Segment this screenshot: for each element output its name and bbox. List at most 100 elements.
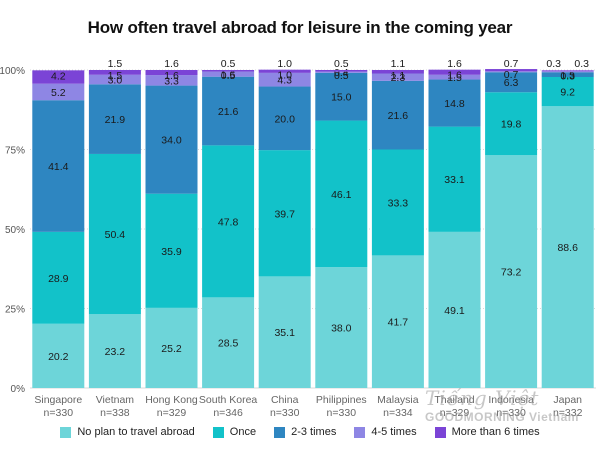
bar-segment	[145, 307, 198, 388]
bar-segment	[258, 86, 311, 151]
legend-swatch	[354, 426, 366, 438]
legend-label: Once	[229, 426, 257, 438]
bar-segment	[258, 150, 311, 277]
data-label: 21.6	[388, 110, 409, 122]
bar-segment	[315, 72, 368, 121]
top-data-label: 0.5	[334, 58, 349, 70]
x-category-label: Philippines	[316, 394, 367, 406]
legend-item: More than 6 times	[434, 426, 540, 438]
bar-segment	[485, 69, 538, 72]
bar-segment	[485, 72, 538, 93]
data-label: 23.2	[105, 346, 126, 358]
data-label: 0.5	[334, 70, 349, 82]
x-sample-size-label: n=346	[213, 407, 243, 419]
bar-segment	[202, 297, 255, 388]
data-label: 4.2	[51, 70, 66, 82]
legend-swatch	[434, 426, 446, 438]
bar-segment	[88, 84, 141, 154]
data-label: 1.5	[108, 70, 123, 82]
bar-segment	[485, 155, 538, 388]
data-label: 33.1	[444, 174, 465, 186]
legend-label: 4-5 times	[371, 426, 417, 438]
bar-segment	[541, 71, 594, 73]
y-tick-label: 25%	[5, 305, 25, 316]
data-label: 9.2	[560, 87, 575, 99]
x-category-label: China	[271, 394, 299, 406]
bar-segment	[315, 70, 368, 72]
chart-legend: No plan to travel abroad Once 2-3 times 4-5…	[0, 426, 600, 438]
bar-segment	[258, 276, 311, 388]
bar-segment	[371, 255, 424, 388]
bar-segment	[145, 70, 198, 76]
x-sample-size-label: n=330	[327, 407, 357, 419]
bar-segment	[202, 145, 255, 298]
x-sample-size-label: n=334	[383, 407, 413, 419]
data-label: 1.6	[221, 69, 236, 81]
bar-segment	[88, 74, 141, 85]
bar-segment	[428, 74, 481, 80]
y-tick-label: 75%	[5, 146, 25, 157]
bar-segment	[145, 85, 198, 194]
legend-swatch	[60, 426, 72, 438]
x-sample-size-label: n=329	[440, 407, 470, 419]
data-label: 1.5	[447, 72, 462, 84]
legend-label: No plan to travel abroad	[77, 426, 195, 438]
data-label: 0.5	[221, 70, 236, 82]
x-sample-size-label: n=330	[496, 407, 526, 419]
bar-segment	[88, 314, 141, 388]
bar-segment	[371, 149, 424, 256]
data-label: 6.3	[504, 77, 519, 89]
bar-segment	[541, 72, 594, 77]
bar-segment	[315, 120, 368, 268]
legend-swatch	[274, 426, 286, 438]
data-label: 19.8	[501, 119, 522, 131]
x-category-label: Malaysia	[377, 394, 419, 406]
data-label: 49.1	[444, 305, 465, 317]
bar-segment	[32, 323, 85, 388]
bar-segment	[315, 267, 368, 388]
top-data-label: 0.3	[574, 58, 589, 70]
bar-segment	[541, 70, 594, 72]
bar-segment	[541, 76, 594, 107]
data-label: 28.9	[48, 273, 69, 285]
bar-segment	[202, 71, 255, 77]
top-data-label: 1.1	[391, 58, 406, 70]
bar-segment	[88, 70, 141, 75]
x-category-label: Japan	[553, 394, 582, 406]
bar-segment	[371, 70, 424, 74]
legend-label: 2-3 times	[291, 426, 337, 438]
x-category-label: Vietnam	[96, 394, 135, 406]
x-sample-size-label: n=329	[157, 407, 187, 419]
top-data-label: 1.5	[108, 58, 123, 70]
data-label: 88.6	[557, 242, 578, 254]
data-label: 25.2	[161, 343, 182, 355]
data-label: 1.1	[391, 70, 406, 82]
x-category-label: Indonesia	[488, 394, 534, 406]
legend-item: 2-3 times	[274, 426, 336, 438]
data-label: 4.3	[277, 75, 292, 87]
data-label: 3.0	[108, 75, 123, 87]
x-category-label: Thailand	[434, 394, 474, 406]
data-label: 33.3	[388, 197, 409, 209]
y-tick-label: 100%	[0, 66, 25, 77]
data-label: 3.3	[164, 75, 179, 87]
data-label: 0.3	[560, 70, 575, 82]
x-sample-size-label: n=330	[270, 407, 300, 419]
bar-segment	[202, 76, 255, 146]
x-sample-size-label: n=338	[100, 407, 130, 419]
x-category-label: South Korea	[199, 394, 258, 406]
data-label: 1.5	[560, 70, 575, 82]
data-label: 14.8	[444, 98, 465, 110]
bar-segment	[428, 69, 481, 75]
legend-swatch	[212, 426, 224, 438]
bar-segment	[32, 70, 85, 84]
data-label: 5.2	[51, 87, 66, 99]
y-tick-label: 50%	[5, 225, 25, 236]
bar-segment	[258, 69, 311, 73]
legend-item: 4-5 times	[354, 426, 417, 438]
data-label: 35.9	[161, 246, 182, 258]
bar-segment	[258, 72, 311, 87]
data-label: 38.0	[331, 323, 352, 335]
x-category-label: Singapore	[34, 394, 82, 406]
